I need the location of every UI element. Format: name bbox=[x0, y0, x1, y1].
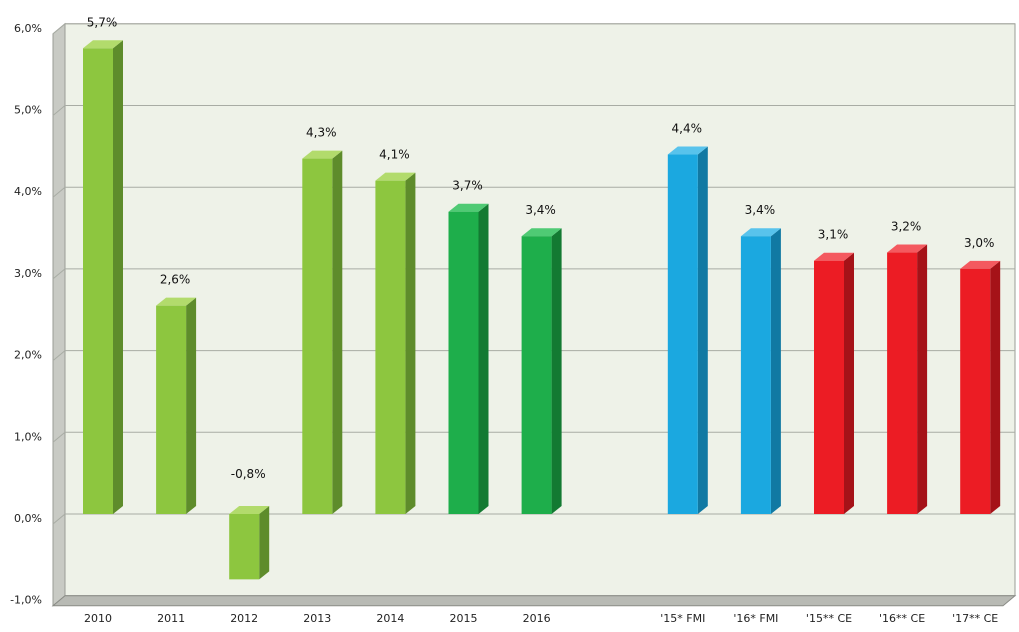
data-label: 3,7% bbox=[452, 179, 483, 193]
gridline-depth bbox=[52, 186, 66, 198]
bar-side bbox=[332, 150, 343, 515]
x-tick-label: 2015 bbox=[450, 612, 478, 625]
bar-top bbox=[667, 146, 708, 155]
data-label: -0,8% bbox=[231, 467, 266, 481]
gridline-depth bbox=[52, 350, 66, 361]
bar bbox=[521, 228, 562, 514]
bar-side bbox=[405, 172, 416, 514]
bar-top bbox=[960, 260, 1001, 269]
bar-top bbox=[375, 172, 416, 181]
bar-side bbox=[697, 146, 708, 514]
bar-top bbox=[302, 150, 343, 159]
gridline-depth bbox=[52, 268, 66, 280]
x-tick-label: '15** CE bbox=[806, 612, 852, 625]
bar-front bbox=[83, 48, 113, 515]
x-tick-label: '16** CE bbox=[879, 612, 925, 625]
y-tick-label: 4,0% bbox=[14, 185, 42, 198]
bar-side bbox=[917, 244, 928, 514]
bar-side bbox=[770, 228, 781, 514]
bar-side bbox=[551, 228, 562, 514]
bar-front bbox=[448, 211, 479, 514]
x-tick-label: 2016 bbox=[523, 612, 551, 625]
bar bbox=[960, 260, 1001, 514]
gridline-depth bbox=[52, 23, 66, 35]
bar-front bbox=[156, 305, 187, 514]
y-tick-label: 6,0% bbox=[14, 22, 42, 35]
gridline-depth bbox=[52, 513, 66, 525]
data-label: 3,1% bbox=[818, 228, 849, 242]
bar-side bbox=[990, 260, 1001, 514]
bar-front bbox=[887, 252, 918, 514]
bar bbox=[887, 244, 928, 514]
bar-front bbox=[740, 236, 771, 514]
bar-top bbox=[814, 252, 854, 261]
x-tick-label: 2014 bbox=[376, 612, 404, 625]
bar bbox=[302, 150, 343, 515]
data-label: 5,7% bbox=[87, 15, 118, 29]
bar-top bbox=[887, 244, 928, 253]
data-label: 3,0% bbox=[964, 236, 995, 250]
x-tick-label: '15* FMI bbox=[660, 612, 705, 625]
bar-side bbox=[113, 40, 123, 515]
bar-front bbox=[960, 268, 991, 514]
bar-top bbox=[448, 203, 489, 212]
x-tick-label: 2013 bbox=[303, 612, 331, 625]
data-label: 4,4% bbox=[672, 122, 703, 136]
gridline-depth bbox=[52, 105, 66, 116]
bar-front bbox=[814, 260, 844, 514]
bar-top bbox=[83, 40, 123, 49]
bar bbox=[83, 40, 123, 515]
bar bbox=[229, 506, 270, 580]
x-tick-label: 2011 bbox=[157, 612, 185, 625]
y-tick-label: 5,0% bbox=[14, 104, 42, 117]
gridline-depth bbox=[52, 431, 66, 443]
y-tick-label: 2,0% bbox=[14, 349, 42, 362]
bar-front bbox=[375, 180, 406, 514]
bar bbox=[448, 203, 489, 514]
bar-top bbox=[229, 506, 270, 514]
data-label: 4,3% bbox=[306, 126, 337, 140]
bar-front bbox=[521, 236, 552, 514]
y-tick-label: 0,0% bbox=[14, 512, 42, 525]
data-label: 3,4% bbox=[525, 203, 556, 217]
data-label: 3,4% bbox=[745, 203, 776, 217]
x-tick-label: '16* FMI bbox=[733, 612, 778, 625]
bar bbox=[814, 252, 854, 515]
bar-side bbox=[478, 203, 489, 514]
y-tick-label: -1,0% bbox=[10, 594, 42, 607]
bar bbox=[740, 228, 781, 514]
bar-front bbox=[667, 154, 698, 514]
bar-top bbox=[521, 228, 562, 237]
x-tick-label: 2010 bbox=[84, 612, 112, 625]
bar-top bbox=[156, 297, 197, 306]
data-label: 2,6% bbox=[160, 273, 191, 287]
bar-front bbox=[302, 158, 333, 515]
bar-top bbox=[740, 228, 781, 237]
bar-side bbox=[186, 297, 197, 514]
data-label: 3,2% bbox=[891, 220, 922, 234]
bar bbox=[156, 297, 197, 514]
data-label: 4,1% bbox=[379, 148, 410, 162]
bar-side bbox=[259, 506, 270, 580]
bar bbox=[667, 146, 708, 514]
bar-front bbox=[229, 514, 260, 580]
y-tick-label: 3,0% bbox=[14, 267, 42, 280]
bar-side bbox=[844, 252, 854, 515]
y-tick-label: 1,0% bbox=[14, 430, 42, 443]
bar bbox=[375, 172, 416, 514]
x-tick-label: 2012 bbox=[230, 612, 258, 625]
plot-floor bbox=[51, 595, 1017, 607]
x-tick-label: '17** CE bbox=[952, 612, 998, 625]
